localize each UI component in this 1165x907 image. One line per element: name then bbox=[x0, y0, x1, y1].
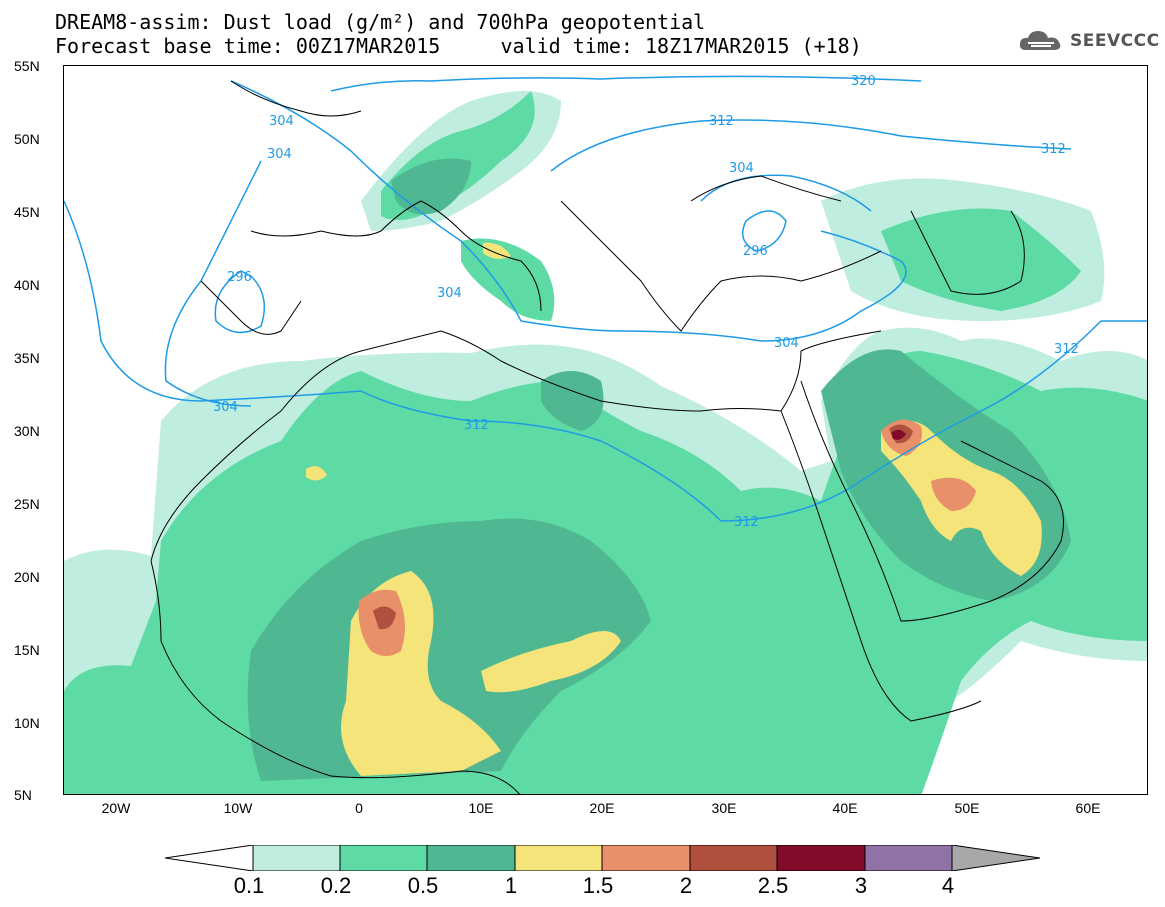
contour-label: 296 bbox=[743, 244, 768, 259]
contour-label: 304 bbox=[269, 114, 294, 129]
colorbar-swatch bbox=[864, 844, 953, 872]
lon-label: 10E bbox=[468, 800, 494, 816]
colorbar-label: 3 bbox=[854, 873, 868, 898]
contour-304-main bbox=[230, 80, 907, 342]
coast-red-sea-west bbox=[780, 410, 982, 722]
lat-label: 55N bbox=[14, 58, 40, 74]
lon-label: 20W bbox=[101, 800, 131, 816]
lat-label: 10N bbox=[14, 715, 40, 731]
lat-label: 50N bbox=[14, 131, 40, 147]
lat-label: 40N bbox=[14, 277, 40, 293]
colorbar-left-arrow bbox=[164, 844, 254, 872]
contour-296-east bbox=[741, 210, 787, 252]
colorbar-swatch bbox=[514, 844, 603, 872]
contour-304-east bbox=[700, 174, 872, 212]
contour-label: 320 bbox=[851, 74, 876, 89]
logo-text: SEEVCCC bbox=[1070, 31, 1160, 51]
lon-label: 50E bbox=[954, 800, 980, 816]
colorbar-swatch bbox=[252, 844, 341, 872]
colorbar-swatch bbox=[426, 844, 516, 872]
contour-label: 304 bbox=[267, 147, 292, 162]
seevccc-logo: SEEVCCC bbox=[1018, 28, 1160, 54]
contour-label: 312 bbox=[1041, 142, 1066, 157]
colorbar-label: 1 bbox=[504, 873, 518, 898]
dust-region-green-italy bbox=[461, 238, 555, 321]
colorbar-svg bbox=[164, 844, 1041, 872]
lat-label: 45N bbox=[14, 204, 40, 220]
cloud-icon bbox=[1019, 31, 1061, 50]
lat-label: 5N bbox=[14, 787, 32, 803]
lat-label: 35N bbox=[14, 350, 40, 366]
contour-304-west bbox=[164, 160, 262, 407]
dust-region-libya bbox=[541, 371, 604, 431]
contour-label: 312 bbox=[464, 418, 489, 433]
colorbar bbox=[164, 844, 1041, 872]
colorbar-label: 0.1 bbox=[233, 873, 265, 898]
coast-balkans-turkey bbox=[560, 200, 882, 332]
lon-label: 60E bbox=[1075, 800, 1101, 816]
coast-iberia-italy bbox=[250, 200, 542, 312]
dust-load-map: 320 312 312 304 304 304 296 296 304 304 … bbox=[64, 74, 1147, 794]
contour-label: 312 bbox=[734, 515, 759, 530]
lon-label: 40E bbox=[832, 800, 858, 816]
colorbar-swatch bbox=[776, 844, 866, 872]
contour-label: 304 bbox=[213, 400, 238, 415]
coast-west-africa bbox=[150, 560, 520, 794]
map-title: DREAM8-assim: Dust load (g/m²) and 700hP… bbox=[55, 10, 706, 34]
contour-296-west bbox=[214, 270, 266, 334]
forecast-time-line: Forecast base time: 00Z17MAR2015 valid t… bbox=[55, 34, 862, 58]
dust-region-orange-saudi bbox=[931, 477, 976, 511]
dust-region-alps-dark bbox=[391, 158, 471, 215]
lat-label: 15N bbox=[14, 642, 40, 658]
coast-black-sea bbox=[690, 175, 842, 202]
colorbar-label: 0.2 bbox=[320, 873, 352, 898]
lon-label: 10W bbox=[223, 800, 253, 816]
colorbar-label: 0.5 bbox=[407, 873, 439, 898]
dust-region-yellow-morocco bbox=[306, 466, 327, 481]
contour-312-north bbox=[550, 119, 1072, 172]
coast-caspian bbox=[910, 210, 1025, 295]
coast-north-africa bbox=[150, 330, 882, 562]
dust-region-brown-mali bbox=[373, 606, 396, 630]
colorbar-swatch bbox=[339, 844, 428, 872]
lon-label: 0 bbox=[355, 800, 363, 816]
dust-region-yellow-italy bbox=[483, 242, 511, 259]
lon-label: 30E bbox=[711, 800, 737, 816]
colorbar-right-arrow bbox=[951, 844, 1041, 872]
contour-label: 304 bbox=[774, 336, 799, 351]
colorbar-label: 4 bbox=[941, 873, 955, 898]
coastlines bbox=[150, 80, 1064, 794]
contour-label: 312 bbox=[1054, 342, 1079, 357]
contour-320 bbox=[330, 75, 922, 92]
colorbar-swatch bbox=[601, 844, 691, 872]
geopotential-contours bbox=[64, 75, 1147, 522]
colorbar-label: 2.5 bbox=[757, 873, 789, 898]
dust-region-maroon-iraq bbox=[891, 429, 906, 440]
contour-label: 304 bbox=[729, 161, 754, 176]
colorbar-label: 2 bbox=[679, 873, 693, 898]
lat-label: 20N bbox=[14, 569, 40, 585]
coast-arabia bbox=[800, 380, 1064, 622]
contour-label: 296 bbox=[227, 270, 252, 285]
contour-312-south bbox=[64, 200, 1147, 522]
dust-region-green-caspian bbox=[881, 208, 1081, 311]
coast-britain bbox=[230, 80, 362, 117]
dust-region-yellow-chad bbox=[481, 631, 621, 693]
map-plot-area: 320 312 312 304 304 304 296 296 304 304 … bbox=[63, 65, 1148, 795]
colorbar-swatch bbox=[689, 844, 778, 872]
coast-portugal bbox=[200, 280, 302, 335]
colorbar-label: 1.5 bbox=[582, 873, 614, 898]
lon-label: 20E bbox=[589, 800, 615, 816]
lat-label: 30N bbox=[14, 423, 40, 439]
lat-label: 25N bbox=[14, 496, 40, 512]
contour-label: 304 bbox=[437, 286, 462, 301]
contour-label: 312 bbox=[709, 114, 734, 129]
